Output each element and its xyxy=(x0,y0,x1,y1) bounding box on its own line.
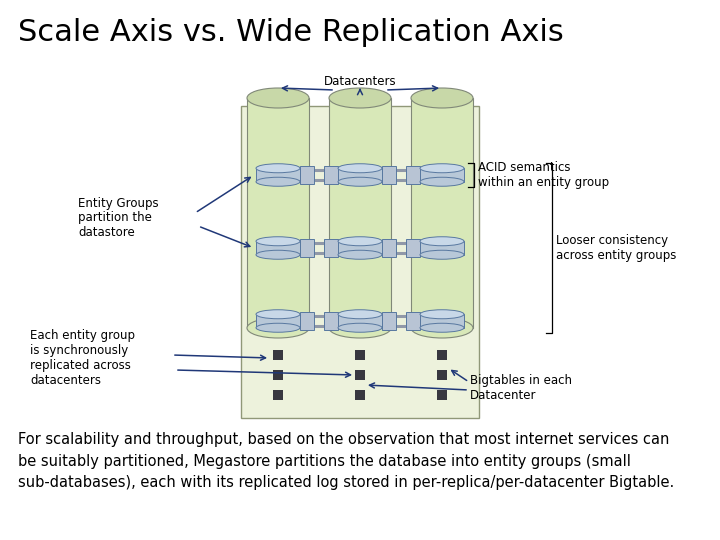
Ellipse shape xyxy=(256,250,300,259)
Ellipse shape xyxy=(256,323,300,332)
Bar xyxy=(300,166,314,184)
Ellipse shape xyxy=(411,88,473,108)
Bar xyxy=(437,390,447,400)
Bar xyxy=(324,166,338,184)
Bar xyxy=(256,168,300,182)
Bar xyxy=(338,168,382,182)
Bar xyxy=(420,314,464,328)
Text: Each entity group
is synchronously
replicated across
datacenters: Each entity group is synchronously repli… xyxy=(30,329,135,387)
Bar xyxy=(355,390,365,400)
Bar xyxy=(420,241,464,255)
Text: ACID semantics
within an entity group: ACID semantics within an entity group xyxy=(478,161,609,189)
Ellipse shape xyxy=(420,310,464,319)
Ellipse shape xyxy=(420,250,464,259)
Text: Bigtables in each
Datacenter: Bigtables in each Datacenter xyxy=(470,374,572,402)
Bar xyxy=(329,98,391,328)
Bar xyxy=(300,239,314,257)
Bar xyxy=(411,98,473,328)
Ellipse shape xyxy=(338,250,382,259)
Text: Scale Axis vs. Wide Replication Axis: Scale Axis vs. Wide Replication Axis xyxy=(18,18,564,47)
Text: For scalability and throughput, based on the observation that most internet serv: For scalability and throughput, based on… xyxy=(18,432,674,490)
Bar xyxy=(382,312,396,330)
Text: Datacenters: Datacenters xyxy=(324,75,396,88)
Ellipse shape xyxy=(329,318,391,338)
Bar xyxy=(406,312,420,330)
Ellipse shape xyxy=(247,88,309,108)
Ellipse shape xyxy=(420,164,464,173)
Bar xyxy=(437,350,447,360)
Ellipse shape xyxy=(338,237,382,246)
Ellipse shape xyxy=(247,318,309,338)
Bar xyxy=(324,239,338,257)
Text: Entity Groups
partition the
datastore: Entity Groups partition the datastore xyxy=(78,197,158,240)
Bar xyxy=(241,106,479,418)
Bar xyxy=(382,239,396,257)
Bar xyxy=(273,370,283,380)
Bar xyxy=(338,241,382,255)
Bar xyxy=(256,314,300,328)
Bar xyxy=(300,312,314,330)
Text: Looser consistency
across entity groups: Looser consistency across entity groups xyxy=(556,234,676,262)
Bar xyxy=(406,239,420,257)
Ellipse shape xyxy=(338,323,382,332)
Bar xyxy=(324,312,338,330)
Bar xyxy=(406,166,420,184)
Ellipse shape xyxy=(338,310,382,319)
Ellipse shape xyxy=(256,164,300,173)
Bar xyxy=(338,314,382,328)
Bar xyxy=(247,98,309,328)
Ellipse shape xyxy=(420,177,464,186)
Ellipse shape xyxy=(420,237,464,246)
Ellipse shape xyxy=(256,177,300,186)
Bar xyxy=(420,168,464,182)
Ellipse shape xyxy=(338,177,382,186)
Bar xyxy=(273,390,283,400)
Bar xyxy=(437,370,447,380)
Ellipse shape xyxy=(256,237,300,246)
Ellipse shape xyxy=(338,164,382,173)
Ellipse shape xyxy=(329,88,391,108)
Ellipse shape xyxy=(256,310,300,319)
Bar xyxy=(256,241,300,255)
Ellipse shape xyxy=(411,318,473,338)
Bar xyxy=(355,350,365,360)
Bar xyxy=(382,166,396,184)
Bar xyxy=(273,350,283,360)
Bar xyxy=(355,370,365,380)
Ellipse shape xyxy=(420,323,464,332)
